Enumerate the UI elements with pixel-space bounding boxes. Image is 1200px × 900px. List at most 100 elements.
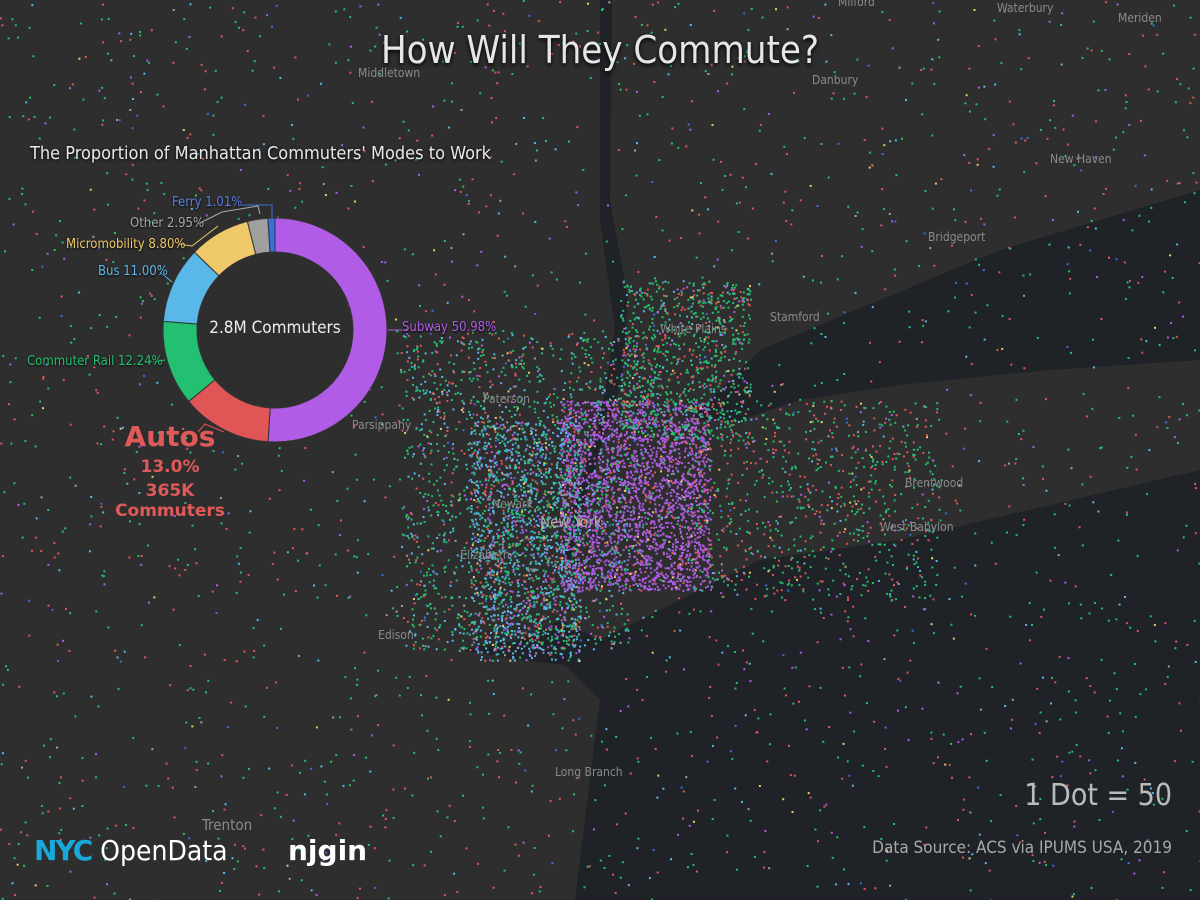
commuter-dot (690, 507, 693, 510)
commuter-dot (703, 463, 706, 466)
commuter-dot (596, 497, 599, 500)
commuter-dot (717, 90, 720, 93)
commuter-dot (842, 742, 845, 745)
commuter-dot (609, 539, 612, 542)
commuter-dot (244, 103, 246, 106)
commuter-dot (488, 24, 491, 27)
commuter-dot (1019, 662, 1022, 665)
commuter-dot (677, 448, 680, 451)
commuter-dot (597, 512, 600, 515)
commuter-dot (118, 32, 121, 35)
commuter-dot (567, 680, 570, 683)
commuter-dot (456, 25, 459, 28)
commuter-dot (659, 546, 662, 549)
commuter-dot (554, 504, 557, 507)
commuter-dot (636, 443, 639, 446)
commuter-dot (611, 449, 614, 452)
commuter-dot (741, 800, 743, 803)
commuter-dot (951, 244, 954, 247)
commuter-dot (991, 686, 994, 689)
commuter-dot (573, 502, 576, 504)
commuter-dot (694, 547, 697, 550)
commuter-dot (595, 554, 598, 557)
commuter-dot (671, 576, 674, 579)
commuter-dot (593, 426, 596, 428)
commuter-dot (687, 454, 690, 457)
commuter-dot (836, 836, 839, 839)
commuter-dot (273, 551, 276, 554)
commuter-dot (677, 496, 680, 499)
commuter-dot (582, 340, 585, 342)
commuter-dot (347, 549, 350, 552)
commuter-dot (646, 560, 649, 563)
commuter-dot (574, 418, 577, 421)
commuter-dot (1043, 608, 1045, 611)
commuter-dot (571, 461, 574, 464)
commuter-dot (764, 829, 767, 832)
commuter-dot (970, 363, 973, 366)
commuter-dot (124, 824, 127, 826)
commuter-dot (811, 279, 814, 282)
commuter-dot (881, 153, 884, 155)
commuter-dot (89, 188, 92, 191)
commuter-dot (14, 357, 17, 360)
commuter-dot (621, 538, 623, 541)
commuter-dot (624, 448, 627, 451)
commuter-dot (731, 757, 734, 760)
commuter-dot (276, 791, 279, 794)
commuter-dot (698, 480, 701, 483)
commuter-dot (647, 494, 650, 497)
commuter-dot (1028, 602, 1031, 604)
commuter-dot (515, 781, 517, 784)
commuter-dot (638, 588, 641, 591)
commuter-dot (586, 543, 589, 546)
commuter-dot (677, 564, 680, 567)
commuter-dot (336, 594, 338, 597)
commuter-dot (979, 401, 982, 404)
commuter-dot (346, 487, 349, 490)
commuter-dot (699, 515, 702, 518)
commuter-dot (598, 581, 601, 584)
commuter-dot (569, 447, 571, 450)
commuter-dot (81, 757, 84, 760)
commuter-dot (781, 383, 784, 385)
commuter-dot (693, 585, 696, 588)
commuter-dot (626, 400, 629, 403)
commuter-dot (151, 475, 154, 478)
commuter-dot (898, 340, 901, 343)
commuter-dot (103, 97, 106, 100)
commuter-dot (1126, 788, 1129, 791)
commuter-dot (604, 545, 607, 548)
commuter-dot (707, 512, 710, 514)
commuter-dot (25, 101, 28, 104)
commuter-dot (629, 518, 632, 521)
commuter-dot (476, 264, 479, 267)
commuter-dot (592, 422, 595, 425)
commuter-dot (473, 310, 476, 313)
commuter-dot (747, 808, 750, 811)
commuter-dot (703, 568, 706, 571)
commuter-dot (782, 201, 785, 204)
commuter-dot (480, 250, 483, 253)
commuter-dot (627, 353, 629, 356)
commuter-dot (1154, 326, 1156, 329)
commuter-dot (577, 204, 580, 207)
commuter-dot (653, 523, 656, 526)
commuter-dot (704, 548, 707, 551)
commuter-dot (602, 408, 605, 411)
commuter-dot (787, 480, 789, 483)
commuter-dot (621, 228, 624, 231)
commuter-dot (657, 1, 660, 4)
commuter-dot (263, 715, 266, 718)
commuter-dot (582, 581, 585, 583)
commuter-dot (1020, 68, 1023, 71)
commuter-dot (574, 476, 577, 479)
commuter-dot (623, 507, 626, 510)
commuter-dot (848, 666, 851, 669)
commuter-dot (564, 220, 567, 223)
commuter-dot (32, 210, 35, 213)
commuter-dot (980, 217, 983, 220)
commuter-dot (1140, 338, 1143, 341)
commuter-dot (517, 749, 520, 752)
